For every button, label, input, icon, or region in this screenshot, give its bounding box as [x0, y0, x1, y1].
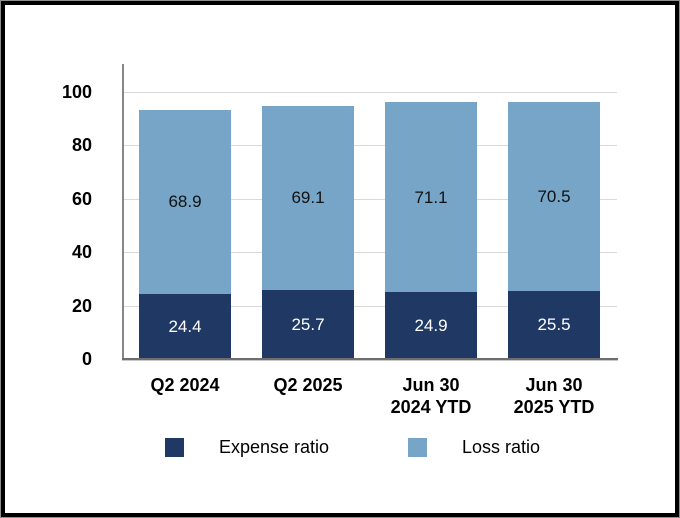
legend-item-loss-ratio: Loss ratio	[408, 436, 540, 458]
y-axis-tick-label-0: 0	[81, 349, 92, 369]
x-axis-category-label: Q2 2025	[273, 375, 343, 395]
chart-legend: Expense ratio Loss ratio	[0, 436, 680, 460]
bar-segment-expense-ratio	[508, 290, 600, 359]
bar-value-label-loss-ratio: 70.5	[537, 187, 571, 207]
bar-value-label-loss-ratio: 71.1	[414, 187, 448, 207]
bar-segment-expense-ratio	[385, 292, 477, 359]
bar-segment-loss-ratio	[508, 102, 600, 291]
bar-segment-loss-ratio	[139, 109, 231, 294]
legend-label-loss-ratio: Loss ratio	[462, 437, 541, 457]
x-axis-line	[122, 358, 618, 361]
bar-segment-expense-ratio	[262, 290, 354, 359]
legend-swatch-expense-ratio	[165, 437, 184, 457]
plot-area: 24.4 68.9 25.7 69.1 24.9 71.1 25.5 70.5	[122, 64, 618, 361]
y-axis-tick-label-60: 60	[71, 189, 92, 209]
y-axis-line	[122, 64, 124, 360]
x-axis-labels: Q2 2024 Q2 2025 Jun 30 2024 YTD Jun 30 2025…	[123, 374, 617, 422]
legend-swatch-loss-ratio	[408, 437, 427, 457]
x-axis-category-label: Q2 2024	[150, 375, 220, 395]
bar-segment-loss-ratio	[262, 105, 354, 291]
bar-value-label-expense-ratio: 25.5	[537, 315, 571, 335]
legend-item-expense-ratio: Expense ratio	[165, 436, 329, 458]
x-axis-category-label: Jun 30 2024 YTD	[390, 375, 472, 417]
gridline-40	[123, 252, 617, 253]
y-axis: 0 20 40 60 80 100	[30, 65, 92, 369]
bar-segment-loss-ratio	[385, 102, 477, 293]
bar-segment-expense-ratio	[139, 293, 231, 359]
bar-value-label-expense-ratio: 24.9	[414, 316, 448, 336]
bar-value-label-expense-ratio: 25.7	[291, 315, 325, 335]
y-axis-tick-label-20: 20	[71, 296, 92, 316]
gridline-20	[123, 306, 617, 307]
y-axis-tick-label-100: 100	[61, 82, 92, 102]
gridline-80	[123, 145, 617, 146]
x-axis-category-label: Jun 30 2025 YTD	[513, 375, 595, 417]
y-axis-tick-label-80: 80	[71, 135, 92, 155]
bar-value-label-loss-ratio: 69.1	[291, 188, 325, 208]
legend-label-expense-ratio: Expense ratio	[219, 437, 330, 457]
bar-value-label-expense-ratio: 24.4	[168, 316, 202, 336]
y-axis-tick-label-40: 40	[71, 242, 92, 262]
gridline-100	[123, 92, 617, 93]
bar-value-label-loss-ratio: 68.9	[168, 192, 202, 212]
gridline-60	[123, 199, 617, 200]
